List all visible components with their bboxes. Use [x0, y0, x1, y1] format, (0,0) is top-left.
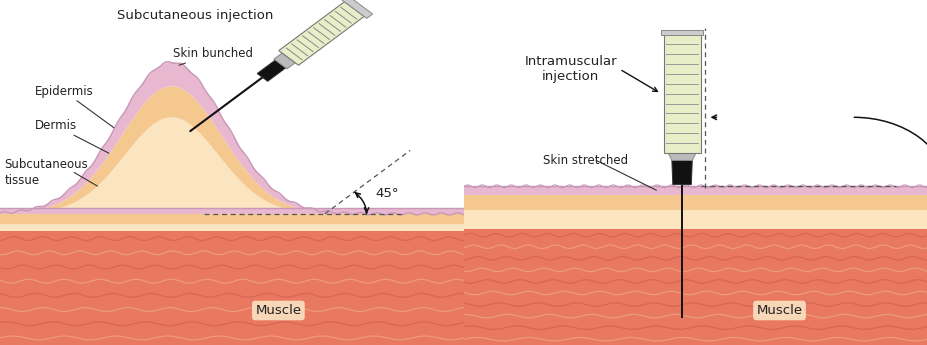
Text: Muscle: Muscle — [756, 304, 802, 317]
Polygon shape — [671, 160, 692, 185]
Polygon shape — [278, 2, 363, 65]
Text: Subcutaneous injection: Subcutaneous injection — [117, 9, 273, 22]
Polygon shape — [667, 153, 695, 160]
Text: Subcutaneous
tissue: Subcutaneous tissue — [5, 158, 88, 187]
Text: Skin stretched: Skin stretched — [542, 154, 628, 167]
Bar — [0, 217, 464, 345]
Text: 45°: 45° — [375, 187, 399, 200]
Polygon shape — [341, 0, 373, 18]
Text: Dermis: Dermis — [35, 119, 108, 153]
Text: Muscle: Muscle — [255, 304, 301, 317]
Bar — [660, 30, 703, 34]
Text: Intramuscular
injection: Intramuscular injection — [524, 55, 616, 83]
Bar — [464, 229, 927, 345]
Polygon shape — [257, 60, 286, 81]
Bar — [663, 34, 700, 153]
Text: Skin bunched: Skin bunched — [173, 47, 253, 65]
Text: Epidermis: Epidermis — [35, 85, 114, 128]
Polygon shape — [273, 53, 295, 69]
